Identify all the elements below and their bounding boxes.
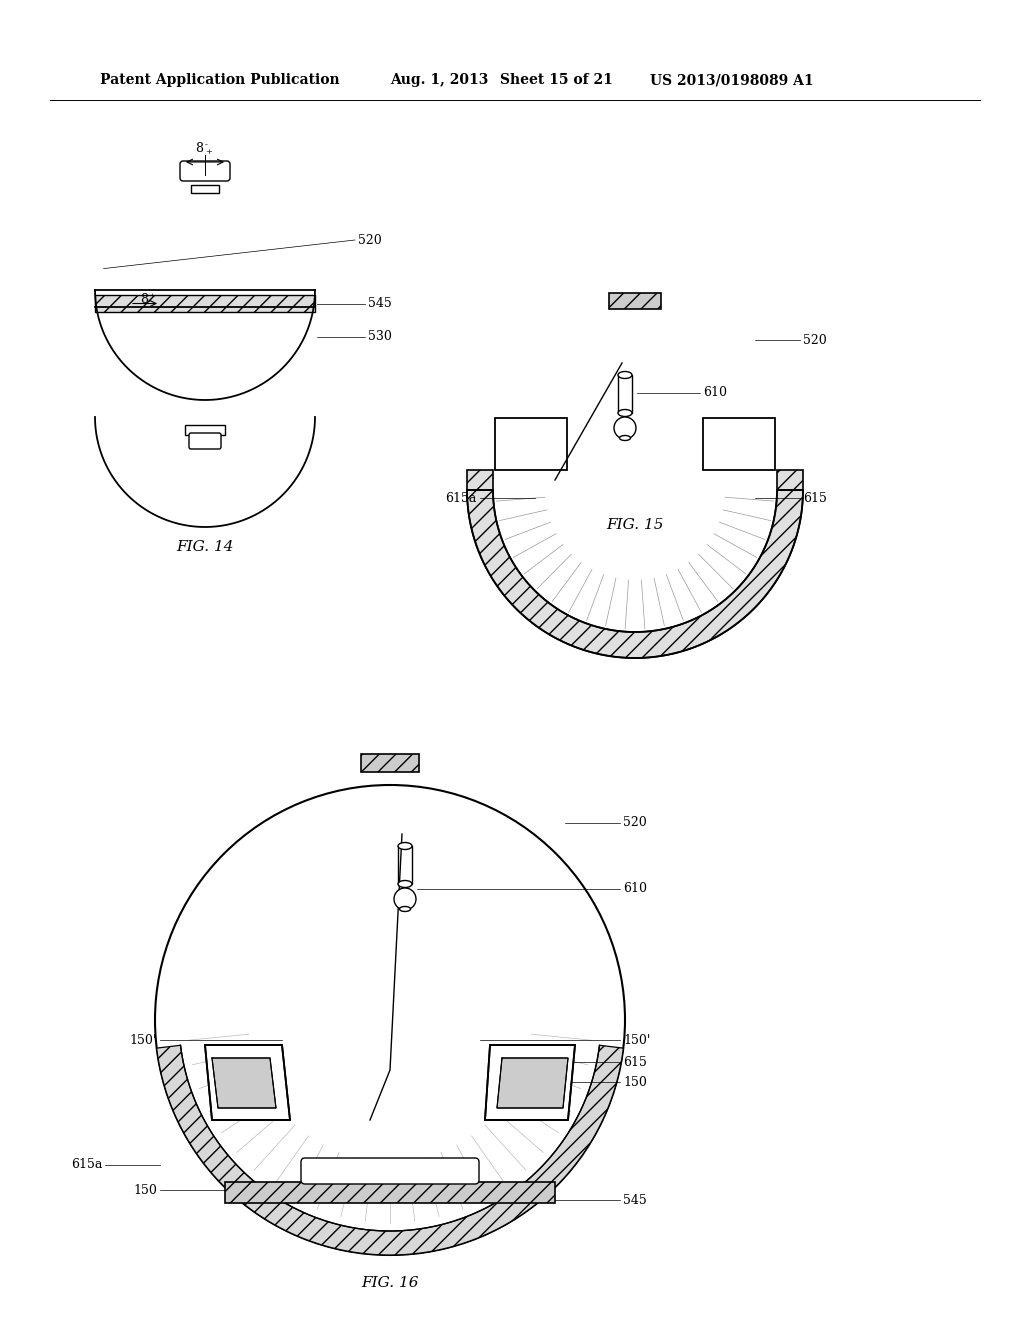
Text: Patent Application Publication: Patent Application Publication bbox=[100, 73, 340, 87]
Bar bbox=[191, 185, 219, 193]
Text: 615a: 615a bbox=[445, 491, 477, 504]
Text: 520: 520 bbox=[803, 334, 826, 346]
Text: 610: 610 bbox=[703, 387, 727, 400]
Text: -: - bbox=[205, 141, 208, 149]
Bar bbox=[398, 846, 412, 884]
Text: 615: 615 bbox=[803, 491, 826, 504]
Polygon shape bbox=[777, 470, 803, 490]
Polygon shape bbox=[497, 1059, 568, 1107]
FancyBboxPatch shape bbox=[180, 161, 230, 181]
Text: US 2013/0198089 A1: US 2013/0198089 A1 bbox=[650, 73, 814, 87]
Text: +: + bbox=[148, 292, 155, 300]
Text: 150': 150' bbox=[130, 1034, 157, 1047]
Ellipse shape bbox=[399, 907, 411, 912]
Bar bbox=[495, 418, 567, 470]
Text: 150: 150 bbox=[623, 1076, 647, 1089]
Bar bbox=[361, 754, 419, 772]
Polygon shape bbox=[212, 1059, 276, 1107]
Circle shape bbox=[394, 888, 416, 909]
Ellipse shape bbox=[618, 371, 632, 379]
Text: 520: 520 bbox=[623, 817, 647, 829]
Text: FIG. 16: FIG. 16 bbox=[361, 1276, 419, 1290]
Text: 150': 150' bbox=[623, 1034, 650, 1047]
Ellipse shape bbox=[620, 436, 631, 441]
Text: 615: 615 bbox=[623, 1056, 647, 1068]
Text: 530: 530 bbox=[368, 330, 392, 343]
Text: FIG. 14: FIG. 14 bbox=[176, 540, 233, 554]
Polygon shape bbox=[467, 470, 493, 490]
Polygon shape bbox=[485, 1045, 575, 1119]
Text: 610: 610 bbox=[623, 883, 647, 895]
Text: Sheet 15 of 21: Sheet 15 of 21 bbox=[500, 73, 613, 87]
Text: 8: 8 bbox=[140, 293, 148, 306]
Polygon shape bbox=[157, 1045, 624, 1255]
Bar bbox=[185, 425, 225, 436]
Text: 520: 520 bbox=[358, 234, 382, 247]
Circle shape bbox=[614, 417, 636, 440]
Ellipse shape bbox=[398, 880, 412, 887]
Text: 8: 8 bbox=[195, 141, 203, 154]
Text: Aug. 1, 2013: Aug. 1, 2013 bbox=[390, 73, 488, 87]
Polygon shape bbox=[467, 490, 803, 657]
Text: 545: 545 bbox=[623, 1193, 647, 1206]
FancyBboxPatch shape bbox=[301, 1158, 479, 1184]
FancyBboxPatch shape bbox=[189, 433, 221, 449]
Bar bbox=[618, 375, 632, 413]
Text: 545: 545 bbox=[368, 297, 392, 310]
Polygon shape bbox=[205, 1045, 290, 1119]
Ellipse shape bbox=[398, 842, 412, 850]
Text: +: + bbox=[205, 148, 212, 156]
Circle shape bbox=[155, 785, 625, 1255]
Bar bbox=[224, 1181, 555, 1203]
Text: FIG. 15: FIG. 15 bbox=[606, 517, 664, 532]
Bar bbox=[95, 294, 315, 312]
Text: -: - bbox=[148, 298, 151, 306]
Bar bbox=[703, 418, 775, 470]
Text: 615a: 615a bbox=[71, 1159, 102, 1172]
Bar bbox=[609, 293, 662, 309]
Ellipse shape bbox=[618, 409, 632, 417]
Text: 150: 150 bbox=[133, 1184, 157, 1196]
